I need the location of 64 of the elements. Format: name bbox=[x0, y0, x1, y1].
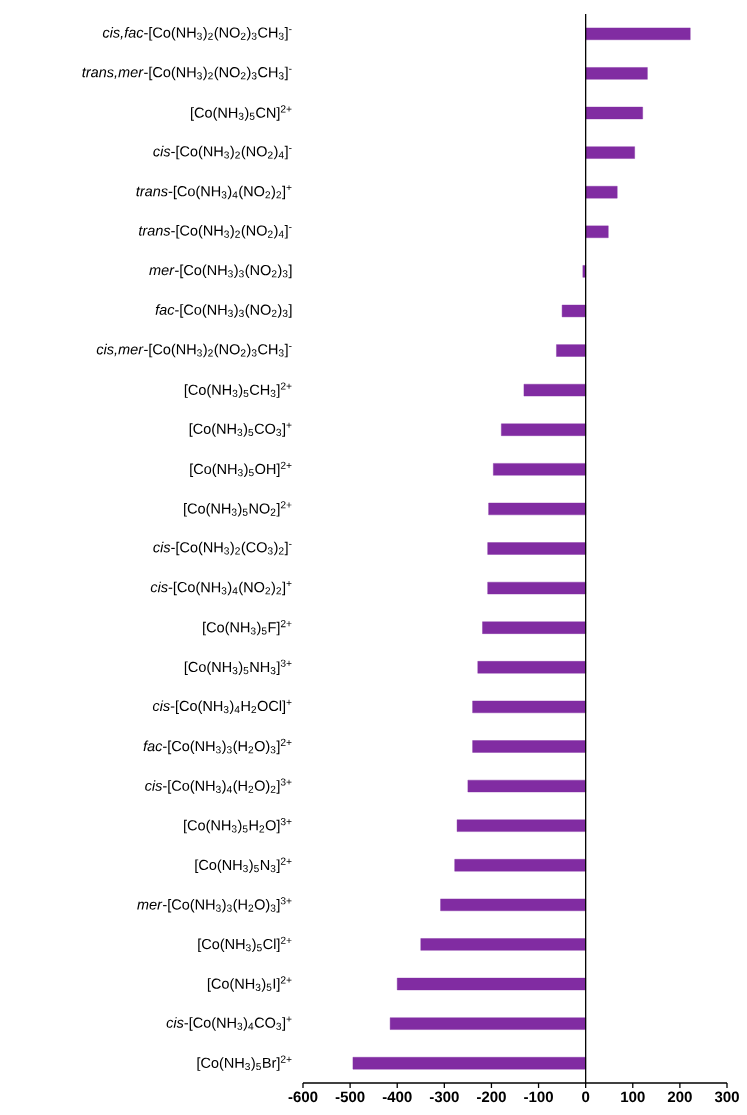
y-tick-label: [Co(NH$_{3}$)$_{5}$Br]$^{2+}$ bbox=[197, 1055, 292, 1071]
y-tick-label: [Co(NH$_{3}$)$_{5}$N$_{3}$]$^{2+}$ bbox=[195, 857, 292, 873]
bar bbox=[352, 1057, 586, 1070]
bar bbox=[472, 740, 586, 753]
bar bbox=[487, 581, 586, 595]
bar bbox=[556, 344, 586, 357]
bar bbox=[585, 27, 691, 40]
bar bbox=[501, 423, 586, 436]
y-tick-label: [Co(NH$_{3}$)$_{5}$NH$_{3}$]$^{3+}$ bbox=[184, 659, 292, 675]
bar bbox=[488, 502, 586, 516]
bar bbox=[585, 67, 648, 80]
category-label: cis,mer-[Co(NH$_{3}$)$_{2}$(NO$_{2}$)$_{3}$CH$_{3}$]$^{-}$ bbox=[96, 343, 292, 358]
category-label: cis-[Co(NH$_{3}$)$_{4}$H$_{2}$OCl]$^{+}$ bbox=[152, 699, 292, 714]
category-label: fac-[Co(NH$_{3}$)$_{3}$(NO$_{2}$)$_{3}$] bbox=[155, 304, 292, 318]
bar bbox=[582, 265, 586, 278]
category-label: cis-[Co(NH$_{3}$)$_{4}$CO$_{3}$]$^{+}$ bbox=[166, 1016, 292, 1031]
x-tick-label: -100 bbox=[524, 1091, 553, 1103]
category-label: mer-[Co(NH$_{3}$)$_{3}$(H$_{2}$O)$_{3}$]$^{3+}$ bbox=[137, 897, 292, 913]
y-tick-label: [Co(NH$_{3}$)$_{5}$Cl]$^{2+}$ bbox=[198, 936, 292, 953]
bar bbox=[397, 977, 586, 991]
x-tick-label: 100 bbox=[621, 1091, 645, 1103]
x-tick-label: 300 bbox=[714, 1091, 739, 1103]
bar bbox=[585, 146, 635, 159]
x-tick-label: 0 bbox=[582, 1091, 590, 1103]
bar bbox=[585, 225, 609, 238]
x-tick-label: 200 bbox=[667, 1091, 692, 1103]
category-label: cis-[Co(NH$_{3}$)$_{2}$(CO$_{3}$)$_{2}$]$^{-}$ bbox=[153, 541, 292, 556]
category-label: cis-[Co(NH$_{3}$)$_{4}$(NO$_{2}$)$_{2}$]$^{+}$ bbox=[150, 581, 292, 596]
x-tick-label: -400 bbox=[382, 1091, 412, 1103]
bar bbox=[585, 106, 643, 120]
bar bbox=[487, 542, 586, 555]
y-tick-label: [Co(NH$_{3}$)$_{5}$NO$_{2}$]$^{2+}$ bbox=[184, 501, 292, 517]
bar bbox=[493, 463, 586, 476]
bar bbox=[389, 1017, 586, 1030]
category-label: trans-[Co(NH$_{3}$)$_{4}$(NO$_{2}$)$_{2}$]$^{+}$ bbox=[136, 185, 292, 200]
x-tick-label: -600 bbox=[288, 1091, 318, 1103]
category-label: mer-[Co(NH$_{3}$)$_{3}$(NO$_{2}$)$_{3}$] bbox=[149, 264, 292, 279]
category-label: trans,mer-[Co(NH$_{3}$)$_{2}$(NO$_{2}$)$_{3}$CH$_{3}$]$^{-}$ bbox=[82, 66, 292, 81]
category-label: fac-[Co(NH$_{3}$)$_{3}$(H$_{2}$O)$_{3}$]$^{2+}$ bbox=[143, 738, 292, 755]
y-tick-label: [Co(NH$_{3}$)$_{5}$H$_{2}$O]$^{3+}$ bbox=[184, 818, 292, 834]
category-label: trans-[Co(NH$_{3}$)$_{2}$(NO$_{2}$)$_{4}$]$^{-}$ bbox=[139, 225, 292, 239]
y-tick-label: [Co(NH$_{3}$)$_{5}$CN]$^{2+}$ bbox=[191, 105, 292, 121]
x-tick-label: -200 bbox=[477, 1091, 506, 1103]
category-label: cis,fac-[Co(NH$_{3}$)$_{2}$(NO$_{2}$)$_{3}$CH$_{3}$]$^{-}$ bbox=[102, 27, 292, 41]
bar bbox=[472, 700, 586, 714]
x-tick-label: -300 bbox=[429, 1091, 459, 1103]
y-tick-label: [Co(NH$_{3}$)$_{5}$F]$^{2+}$ bbox=[203, 620, 292, 636]
category-label: cis-[Co(NH$_{3}$)$_{2}$(NO$_{2}$)$_{4}$]$^{-}$ bbox=[153, 145, 292, 160]
bar bbox=[561, 304, 586, 318]
y-tick-label: [Co(NH$_{3}$)$_{5}$I]$^{2+}$ bbox=[207, 976, 292, 992]
bar bbox=[523, 384, 586, 397]
bar bbox=[585, 186, 618, 199]
category-label: cis-[Co(NH$_{3}$)$_{4}$(H$_{2}$O)$_{2}$]$^{3+}$ bbox=[145, 778, 292, 794]
y-tick-label: [Co(NH$_{3}$)$_{5}$CH$_{3}$]$^{2+}$ bbox=[184, 382, 292, 398]
x-tick-label: -500 bbox=[335, 1091, 365, 1103]
bar bbox=[477, 661, 586, 674]
bar bbox=[420, 938, 586, 951]
y-tick-label: [Co(NH$_{3}$)$_{5}$OH]$^{2+}$ bbox=[190, 461, 292, 477]
bar bbox=[454, 859, 586, 872]
bar bbox=[467, 779, 586, 793]
bar bbox=[440, 898, 586, 911]
y-tick-label: [Co(NH$_{3}$)$_{5}$CO$_{3}$]$^{+}$ bbox=[189, 422, 292, 437]
bar bbox=[482, 621, 586, 634]
bar bbox=[456, 819, 586, 832]
